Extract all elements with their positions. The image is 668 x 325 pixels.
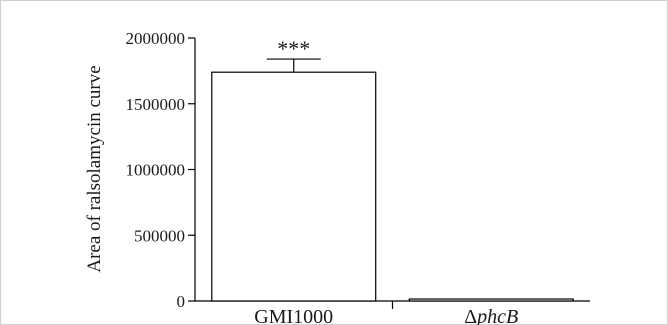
y-tick-label: 1500000	[126, 95, 186, 114]
y-axis: 0 500000 1000000 1500000 2000000	[126, 29, 196, 311]
y-axis-label: Area of ralsolamycin curve	[84, 65, 105, 272]
x-axis: GMI1000 ΔphcB	[195, 300, 590, 325]
bar	[408, 298, 574, 302]
x-tick-label: ΔphcB	[464, 306, 518, 325]
bar	[211, 71, 377, 302]
y-tick-label: 1000000	[126, 161, 186, 180]
significance-label: ***	[277, 36, 310, 61]
x-tick-label: GMI1000	[254, 306, 333, 325]
y-tick-label: 2000000	[126, 29, 186, 48]
y-tick-label: 500000	[134, 226, 185, 245]
y-tick-label: 0	[177, 292, 186, 311]
bars: ***	[211, 36, 574, 302]
